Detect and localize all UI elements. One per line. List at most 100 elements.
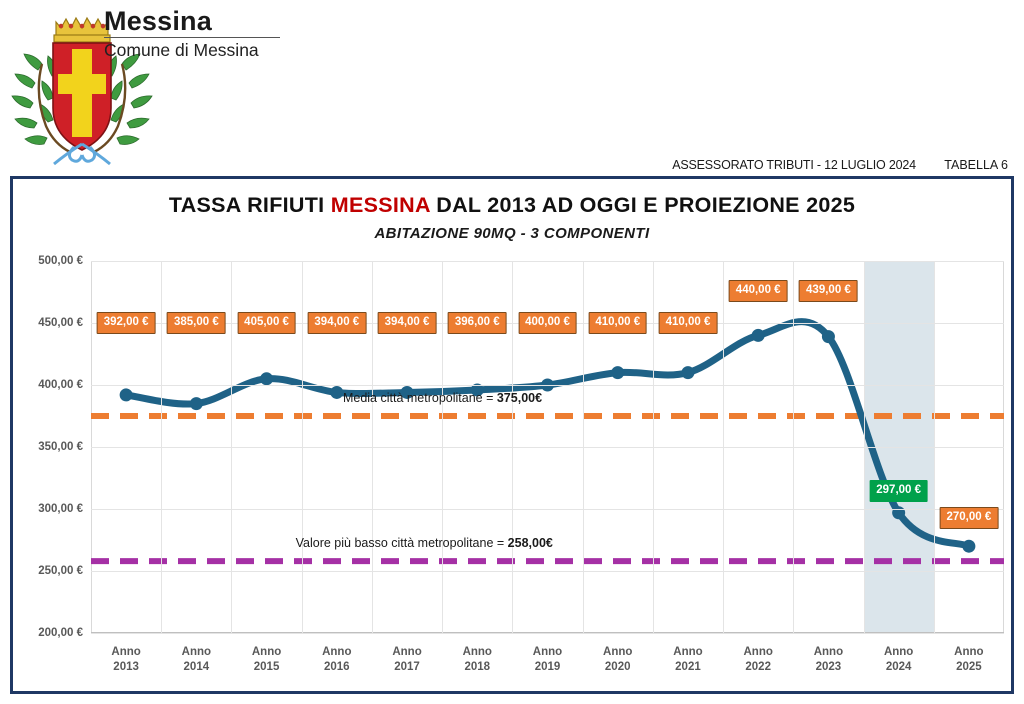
gridline-vertical: [231, 261, 233, 633]
x-tick-line2: 2013: [113, 661, 139, 673]
gridline-vertical: [933, 261, 935, 633]
data-point-label: 392,00 €: [96, 312, 156, 334]
x-tick-line2: 2025: [956, 661, 982, 673]
reference-note-media-citta-metropolitane: Media città metropolitane = 375,00€: [343, 391, 542, 405]
x-axis-labels: Anno 2013 Anno 2014 Anno 2015 Anno 2016 Anno 2017…: [91, 637, 1004, 681]
data-point-label: 394,00 €: [307, 312, 367, 334]
x-tick-line1: Anno: [673, 646, 703, 658]
data-point: [611, 366, 625, 380]
chart-title-suffix: DAL 2013 AD OGGI E PROIEZIONE 2025: [430, 193, 856, 217]
x-tick-line1: Anno: [603, 646, 633, 658]
x-axis-tick-label: Anno 2024: [884, 645, 913, 675]
reference-note-value: 375,00€: [496, 391, 543, 405]
series-line: [122, 318, 973, 550]
data-point-label: 270,00 €: [939, 507, 999, 530]
x-axis-tick-label: Anno 2013: [111, 645, 140, 675]
x-tick-line2: 2019: [534, 661, 561, 673]
x-axis-tick-label: Anno 2015: [252, 645, 281, 675]
x-tick-line2: 2024: [885, 661, 912, 673]
chart-title-highlight: MESSINA: [330, 193, 430, 217]
brand-block: Messina Comune di Messina: [104, 6, 280, 61]
y-axis-tick-label: 300,00 €: [38, 503, 83, 515]
y-axis-tick-label: 400,00 €: [38, 379, 83, 391]
gridline-horizontal: [91, 571, 1004, 572]
meta-table-number: TABELLA 6: [944, 158, 1008, 172]
gridline-vertical: [301, 261, 303, 633]
x-tick-line2: 2022: [745, 661, 771, 673]
gridline-vertical: [161, 261, 163, 633]
gridline-vertical: [512, 261, 514, 633]
x-tick-line1: Anno: [954, 646, 984, 658]
data-point: [189, 397, 203, 411]
x-tick-line1: Anno: [392, 646, 422, 658]
gridline-vertical: [371, 261, 373, 633]
x-tick-line1: Anno: [883, 646, 914, 658]
brand-title: Messina: [104, 6, 212, 36]
data-point-label: 405,00 €: [237, 312, 296, 334]
data-point: [260, 372, 274, 386]
data-point: [119, 388, 133, 402]
data-point-label: 410,00 €: [588, 312, 648, 334]
x-tick-line1: Anno: [111, 646, 141, 658]
x-axis-tick-label: Anno 2020: [603, 645, 632, 675]
y-axis-tick-label: 200,00 €: [38, 627, 83, 639]
x-tick-line1: Anno: [743, 646, 773, 658]
plot-area: Media città metropolitane = 375,00€ Valor…: [91, 261, 1004, 634]
x-axis-tick-label: Anno 2014: [182, 645, 211, 675]
chart-frame: TASSA RIFIUTI MESSINA DAL 2013 AD OGGI E…: [10, 176, 1014, 694]
data-point-label: 440,00 €: [728, 280, 788, 302]
data-point: [681, 366, 695, 380]
data-point-label: 396,00 €: [447, 312, 507, 334]
data-point: [330, 385, 344, 399]
gridline-vertical: [723, 261, 725, 633]
x-tick-line1: Anno: [813, 646, 844, 658]
data-point: [470, 383, 484, 397]
gridline-horizontal: [91, 385, 1004, 386]
brand-divider: [104, 37, 280, 38]
data-point-label: 385,00 €: [166, 312, 226, 334]
x-tick-line2: 2023: [815, 661, 842, 673]
x-tick-line2: 2014: [183, 661, 210, 673]
series-layer: [91, 318, 1004, 565]
data-point: [821, 330, 835, 344]
data-point: [962, 539, 976, 553]
reference-note-text: Valore più basso città metropolitane =: [295, 536, 508, 551]
x-axis-tick-label: Anno 2018: [463, 645, 492, 675]
chart-title: TASSA RIFIUTI MESSINA DAL 2013 AD OGGI E…: [13, 193, 1011, 218]
x-tick-line2: 2020: [604, 661, 631, 673]
x-tick-line1: Anno: [322, 646, 352, 658]
reference-note-value: 258,00€: [507, 536, 553, 551]
gridline-horizontal: [91, 261, 1004, 262]
gridline-vertical: [793, 261, 795, 633]
gridline-vertical: [582, 261, 584, 633]
x-tick-line1: Anno: [181, 646, 212, 658]
x-axis-tick-label: Anno 2022: [743, 645, 772, 675]
chart-title-prefix: TASSA RIFIUTI: [168, 193, 331, 217]
x-axis-tick-label: Anno 2021: [673, 645, 702, 675]
data-point-label: 297,00 €: [869, 479, 929, 502]
x-axis-tick-label: Anno 2019: [533, 645, 562, 675]
x-axis-tick-label: Anno 2016: [322, 645, 351, 675]
x-axis-tick-label: Anno 2023: [814, 645, 843, 675]
gridline-vertical: [863, 261, 865, 633]
data-point: [751, 328, 765, 342]
x-tick-line2: 2021: [675, 661, 701, 673]
gridline-vertical: [442, 261, 444, 633]
gridline-horizontal: [91, 509, 1004, 510]
y-axis-labels: 500,00 € 450,00 € 400,00 € 350,00 € 300,00 €…: [13, 255, 91, 639]
x-tick-line2: 2018: [464, 661, 491, 673]
data-point: [400, 385, 414, 399]
data-point-label: 400,00 €: [518, 312, 577, 334]
data-point-label: 394,00 €: [377, 312, 437, 334]
x-axis-tick-label: Anno 2017: [392, 645, 421, 675]
x-tick-line2: 2016: [323, 661, 350, 673]
x-tick-line2: 2015: [253, 661, 280, 673]
y-axis-tick-label: 450,00 €: [38, 317, 83, 329]
gridline-vertical: [652, 261, 654, 633]
y-axis-tick-label: 350,00 €: [38, 441, 83, 453]
reference-note-text: Media città metropolitane =: [342, 391, 497, 405]
brand-subtitle: Comune di Messina: [104, 40, 259, 60]
data-point-label: 439,00 €: [799, 280, 858, 302]
page-header: Messina Comune di Messina ASSESSORATO TR…: [0, 0, 1024, 176]
gridline-horizontal: [91, 447, 1004, 448]
